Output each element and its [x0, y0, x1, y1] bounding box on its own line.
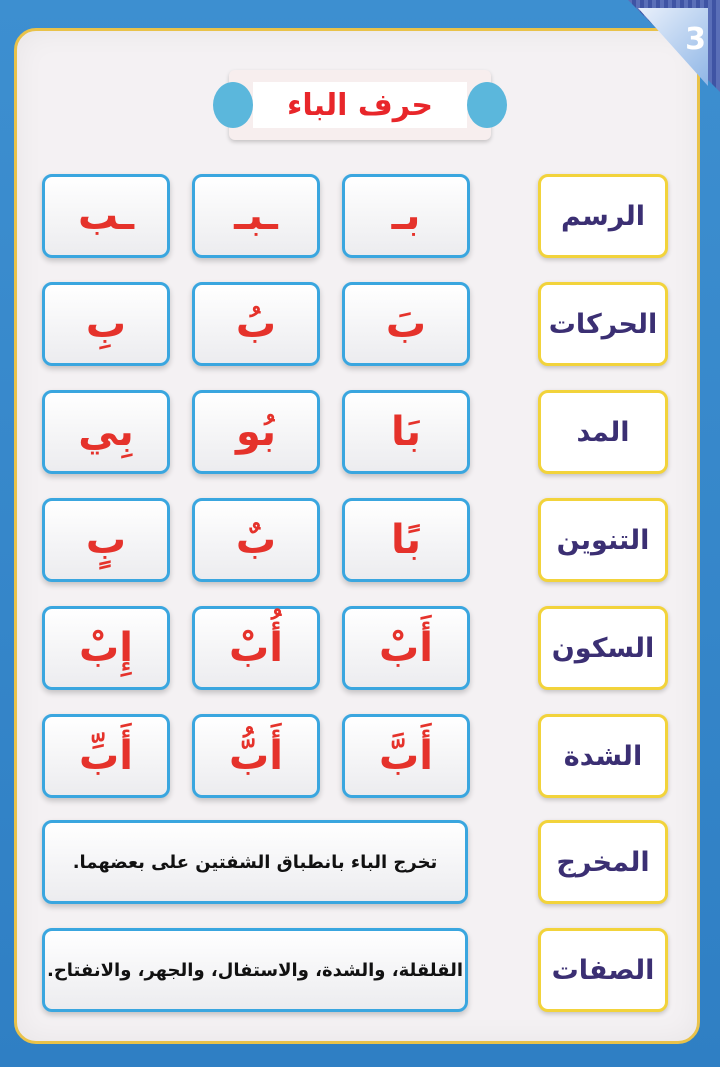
- letter-card: ـبـ: [192, 174, 320, 258]
- row-label: السكون: [538, 606, 668, 690]
- label-sifat: الصفات: [538, 928, 668, 1012]
- letter-card: بَا: [342, 390, 470, 474]
- letter-card: بِي: [42, 390, 170, 474]
- sifat-text: القلقلة، والشدة، والاستفال، والجهر، والا…: [42, 928, 468, 1012]
- letter-card: بِ: [42, 282, 170, 366]
- row-label: التنوين: [538, 498, 668, 582]
- row-label: الرسم: [538, 174, 668, 258]
- letter-card: أَبُّ: [192, 714, 320, 798]
- banner-ornament-right: [467, 82, 507, 128]
- row-label: الشدة: [538, 714, 668, 798]
- title-banner: حرف الباء: [213, 64, 507, 146]
- page-title: حرف الباء: [253, 82, 467, 128]
- row-label: الحركات: [538, 282, 668, 366]
- letter-card: ـب: [42, 174, 170, 258]
- letter-card: بُ: [192, 282, 320, 366]
- page-number: 3: [685, 22, 706, 57]
- makhraj-text: تخرج الباء بانطباق الشفتين على بعضهما.: [42, 820, 468, 904]
- letter-card: بٍ: [42, 498, 170, 582]
- letter-card: إِبْ: [42, 606, 170, 690]
- letter-card: أَبْ: [342, 606, 470, 690]
- letter-card: بًا: [342, 498, 470, 582]
- letter-card: أَبَّ: [342, 714, 470, 798]
- letter-card: بٌ: [192, 498, 320, 582]
- label-makhraj: المخرج: [538, 820, 668, 904]
- letter-card: أَبِّ: [42, 714, 170, 798]
- row-label: المد: [538, 390, 668, 474]
- banner-ornament-left: [213, 82, 253, 128]
- letter-card: أُبْ: [192, 606, 320, 690]
- letter-card: بَ: [342, 282, 470, 366]
- letter-card: بُو: [192, 390, 320, 474]
- letter-card: بـ: [342, 174, 470, 258]
